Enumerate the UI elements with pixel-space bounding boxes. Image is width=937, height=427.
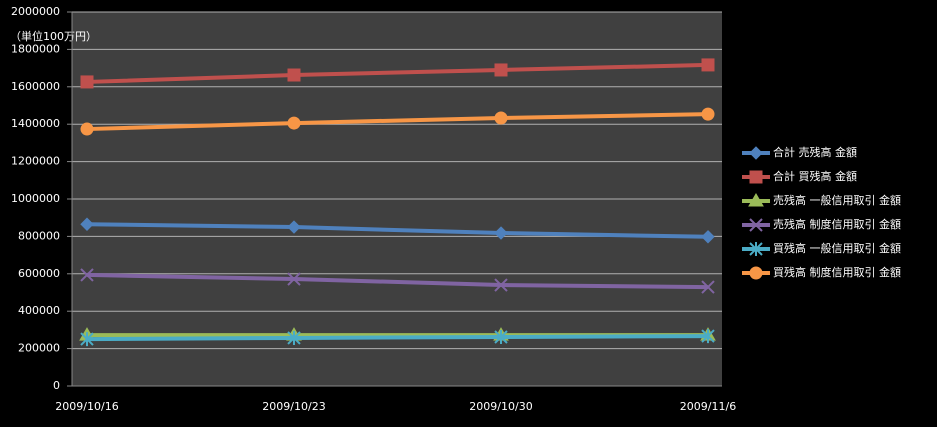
marker [80, 332, 94, 347]
x-tick-label: 2009/11/6 [680, 400, 736, 413]
legend-label: 合計 売残高 金額 [773, 145, 857, 159]
marker [287, 272, 301, 286]
marker [287, 68, 301, 82]
x-tick-label: 2009/10/23 [262, 400, 325, 413]
y-tick-label: 1000000 [11, 192, 60, 205]
marker [701, 230, 715, 244]
series-line [86, 112, 709, 132]
legend-label: 売残高 制度信用取引 金額 [773, 217, 901, 231]
legend-marker [749, 170, 763, 184]
series-line [86, 272, 709, 290]
marker [701, 58, 715, 72]
y-tick-label: 1200000 [11, 155, 60, 168]
marker [701, 107, 715, 121]
y-tick-label: 800000 [18, 229, 60, 242]
annotation: （単位100万円） [10, 29, 97, 43]
marker [287, 220, 301, 234]
legend-marker [749, 266, 763, 280]
marker [80, 268, 94, 282]
marker [80, 75, 94, 89]
marker [80, 122, 94, 136]
legend-marker [749, 146, 763, 160]
legend-label: 買残高 一般信用取引 金額 [773, 241, 901, 255]
series-line [86, 334, 709, 342]
marker [287, 330, 301, 345]
marker [494, 63, 508, 77]
y-tick-label: 1600000 [11, 80, 60, 93]
legend-marker [748, 193, 764, 207]
marker [494, 226, 508, 240]
series-line [86, 62, 709, 84]
y-tick-label: 200000 [18, 342, 60, 355]
marker [287, 116, 301, 130]
marker [701, 329, 715, 344]
y-tick-label: 0 [53, 379, 60, 392]
legend-label: 売残高 一般信用取引 金額 [773, 193, 901, 207]
marker [494, 330, 508, 345]
y-tick-label: 2000000 [11, 5, 60, 18]
marker [494, 278, 508, 292]
legend-marker [749, 242, 763, 256]
marker [701, 280, 715, 294]
y-tick-label: 400000 [18, 304, 60, 317]
x-tick-label: 2009/10/16 [55, 400, 118, 413]
y-tick-label: 1400000 [11, 117, 60, 130]
x-tick-label: 2009/10/30 [469, 400, 532, 413]
marker [494, 111, 508, 125]
y-tick-label: 600000 [18, 267, 60, 280]
legend-marker [749, 218, 763, 232]
marker [80, 217, 94, 231]
y-tick-label: 1800000 [11, 42, 60, 55]
legend-label: 合計 買残高 金額 [773, 169, 857, 183]
series-line [86, 222, 709, 239]
legend-label: 買残高 制度信用取引 金額 [773, 265, 901, 279]
